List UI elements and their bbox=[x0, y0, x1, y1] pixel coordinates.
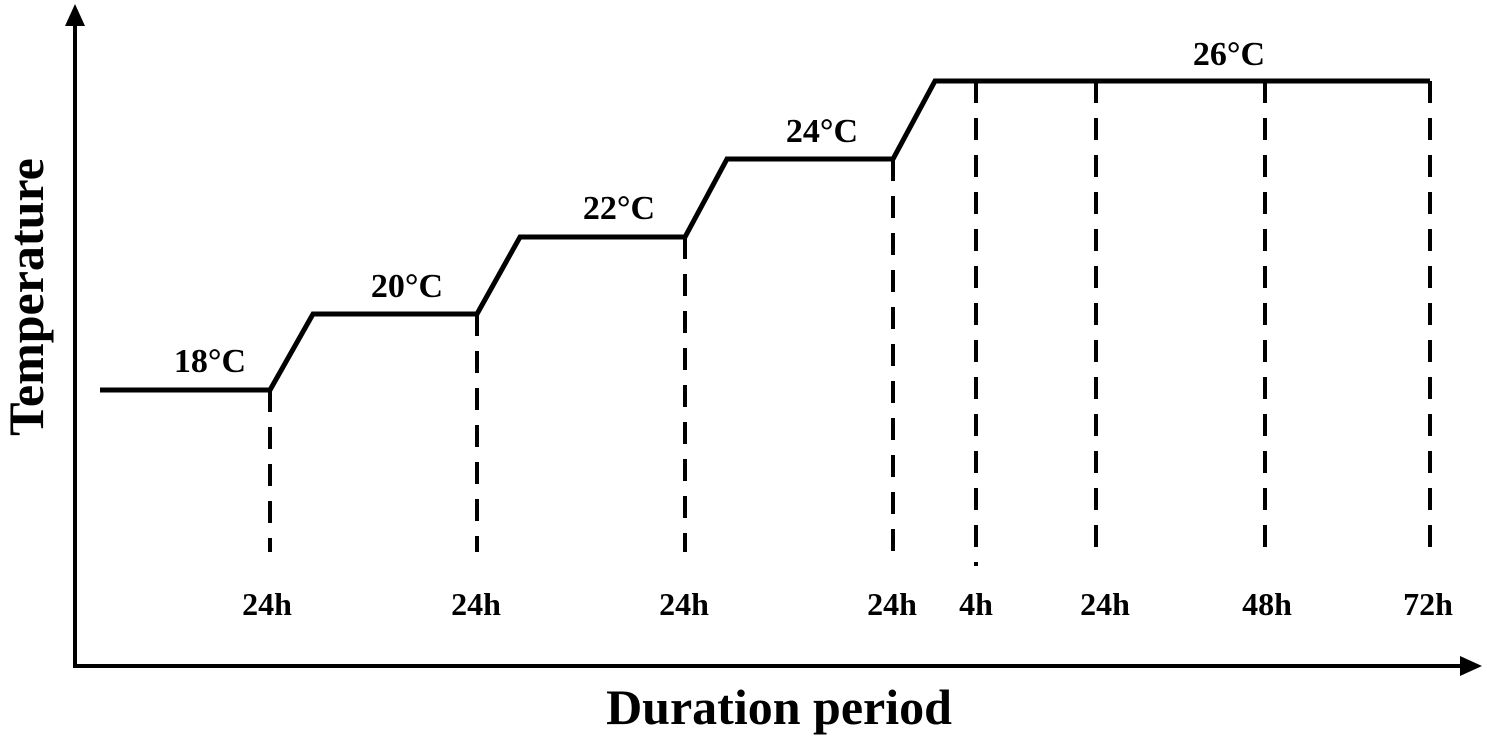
duration-label: 24h bbox=[867, 586, 917, 622]
temperature-label-26: 26°C bbox=[1193, 36, 1265, 73]
temperature-profile-line bbox=[100, 78, 1430, 393]
duration-label: 24h bbox=[451, 586, 501, 622]
temperature-labels: 18°C 20°C 22°C 24°C 26°C bbox=[174, 36, 1265, 380]
duration-markers bbox=[268, 81, 1432, 566]
temperature-label-24: 24°C bbox=[786, 113, 858, 150]
duration-label: 48h bbox=[1242, 586, 1292, 622]
temperature-label-22: 22°C bbox=[583, 190, 655, 227]
y-axis-title: Temperature bbox=[0, 158, 54, 436]
duration-label: 24h bbox=[242, 586, 292, 622]
duration-labels: 24h 24h 24h 24h 4h 24h 48h 72h bbox=[242, 586, 1453, 622]
x-axis-arrowhead bbox=[1460, 656, 1482, 676]
axes bbox=[65, 4, 1482, 676]
temperature-label-20: 20°C bbox=[371, 268, 443, 305]
x-axis-title: Duration period bbox=[606, 679, 952, 735]
duration-label: 4h bbox=[959, 586, 993, 622]
duration-label: 72h bbox=[1403, 586, 1453, 622]
duration-label: 24h bbox=[1080, 586, 1130, 622]
duration-label: 24h bbox=[659, 586, 709, 622]
temperature-label-18: 18°C bbox=[174, 343, 246, 380]
y-axis-arrowhead bbox=[65, 4, 85, 26]
